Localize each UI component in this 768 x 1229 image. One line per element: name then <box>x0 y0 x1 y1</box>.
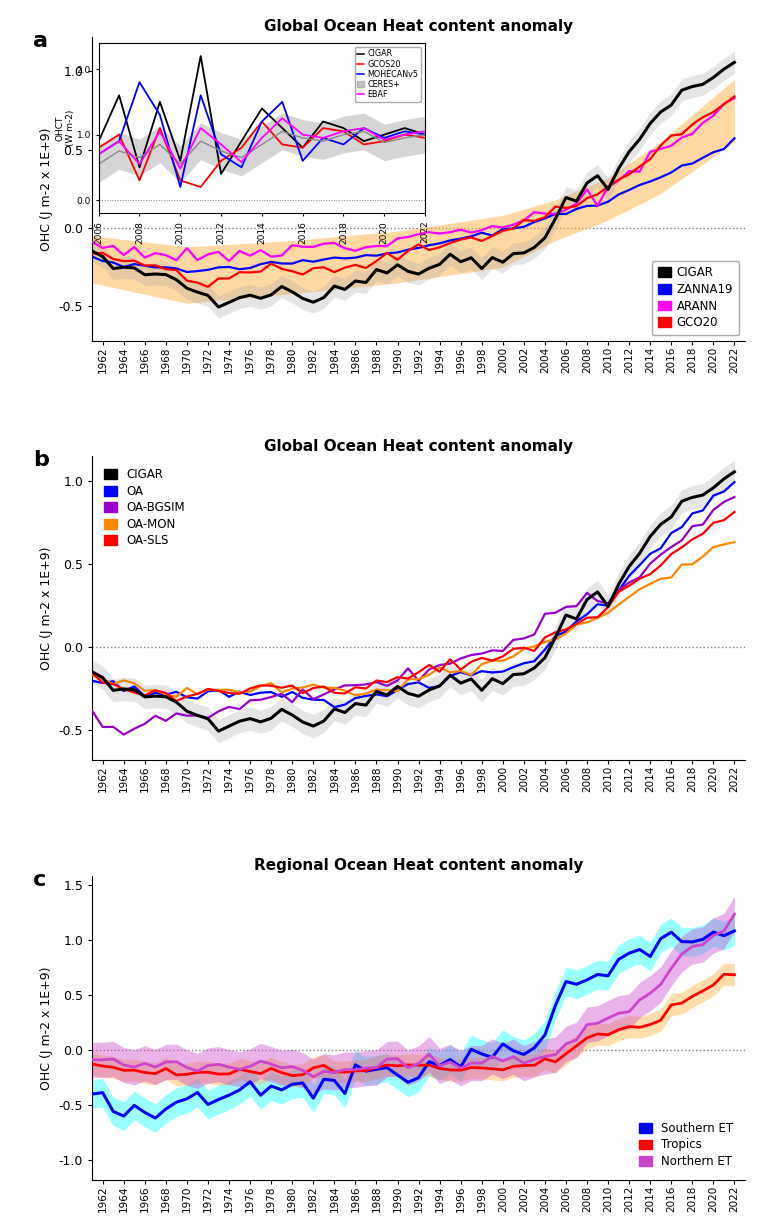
Y-axis label: OHC (J m-2 x 1E+9): OHC (J m-2 x 1E+9) <box>40 966 53 1090</box>
Legend: CIGAR, ZANNA19, ARANN, GCO20: CIGAR, ZANNA19, ARANN, GCO20 <box>652 261 739 336</box>
Text: b: b <box>33 450 49 471</box>
Title: Global Ocean Heat content anomaly: Global Ocean Heat content anomaly <box>264 439 573 454</box>
Y-axis label: OHC (J m-2 x 1E+9): OHC (J m-2 x 1E+9) <box>40 127 53 251</box>
Y-axis label: OHC (J m-2 x 1E+9): OHC (J m-2 x 1E+9) <box>40 547 53 670</box>
Text: a: a <box>33 31 48 50</box>
Text: c: c <box>33 870 47 890</box>
Title: Regional Ocean Heat content anomaly: Regional Ocean Heat content anomaly <box>253 858 584 874</box>
Title: Global Ocean Heat content anomaly: Global Ocean Heat content anomaly <box>264 20 573 34</box>
Legend: CIGAR, OA, OA-BGSIM, OA-MON, OA-SLS: CIGAR, OA, OA-BGSIM, OA-MON, OA-SLS <box>98 462 191 553</box>
Legend: Southern ET, Tropics, Northern ET: Southern ET, Tropics, Northern ET <box>633 1116 739 1174</box>
